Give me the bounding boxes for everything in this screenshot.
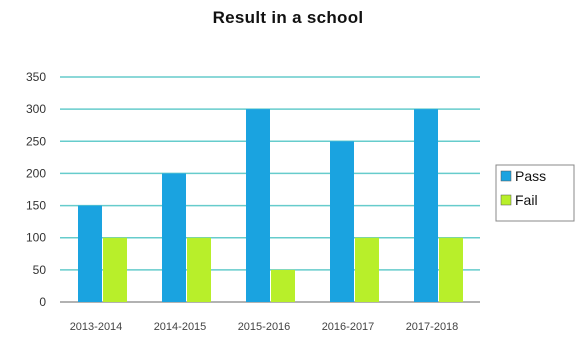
legend-label: Fail (515, 192, 538, 208)
y-tick-label: 200 (26, 166, 46, 180)
bars (78, 109, 463, 303)
bar-pass (246, 109, 270, 303)
y-tick-label: 0 (39, 295, 46, 309)
legend-swatch (500, 194, 512, 206)
x-tick-label: 2017-2018 (406, 321, 459, 333)
bar-pass (330, 141, 354, 302)
legend: Pass Fail (495, 164, 575, 222)
y-tick-label: 300 (26, 102, 46, 116)
y-tick-label: 50 (33, 263, 47, 277)
y-tick-label: 150 (26, 199, 46, 213)
chart-title: Result in a school (212, 8, 364, 27)
x-axis-labels: 2013-2014 2014-2015 2015-2016 2016-2017 2017… (70, 321, 459, 333)
y-tick-label: 100 (26, 231, 46, 245)
y-tick-label: 350 (26, 70, 46, 84)
bar-pass (78, 205, 102, 302)
bar-fail (271, 269, 295, 302)
legend-swatch (500, 170, 512, 182)
x-tick-label: 2016-2017 (322, 321, 375, 333)
x-tick-label: 2015-2016 (238, 321, 291, 333)
x-tick-label: 2013-2014 (70, 321, 123, 333)
bar-fail (355, 237, 379, 302)
bar-pass (414, 109, 438, 303)
bar-fail (187, 237, 211, 302)
y-tick-label: 250 (26, 134, 46, 148)
bar-fail (439, 237, 463, 302)
y-axis-ticks: 0 50 100 150 200 250 300 350 (26, 70, 46, 309)
bar-pass (162, 173, 186, 302)
legend-label: Pass (515, 168, 546, 184)
x-tick-label: 2014-2015 (154, 321, 207, 333)
bar-fail (103, 237, 127, 302)
